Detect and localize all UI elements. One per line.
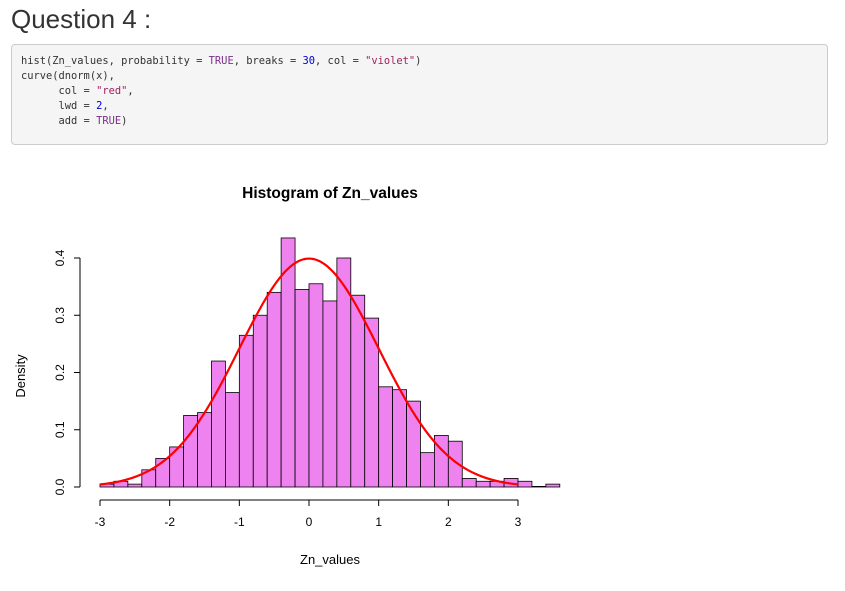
y-tick-label: 0.3 [53,307,67,324]
histogram-bar [545,483,561,488]
code-token: 30 [302,55,316,67]
density-curve [99,257,519,486]
code-token: ) [121,114,128,127]
histogram-bar [322,300,338,488]
code-text: hist(Zn_values, probability = TRUE, brea… [21,54,818,129]
code-block: hist(Zn_values, probability = TRUE, brea… [11,44,828,145]
histogram-chart: Histogram of Zn_values Zn_values Density… [13,185,561,567]
y-axis-label: Density [13,354,28,398]
code-token: 2 [96,99,103,112]
histogram-bar [406,400,421,488]
y-tick-label: 0.2 [53,364,67,381]
code-token: , col = [315,55,366,67]
y-tick-label: 0.1 [53,421,67,438]
code-token: TRUE [96,114,122,127]
histogram-bar [531,485,547,488]
histogram-bar [420,452,435,488]
code-token: ) [415,55,422,67]
y-tick-label: 0.0 [53,478,67,495]
code-line: hist(Zn_values, probability = TRUE, brea… [21,55,421,67]
histogram-bar [308,283,324,488]
histogram-bar [461,478,477,488]
code-token: add = [21,114,97,127]
x-axis-label: Zn_values [300,552,360,567]
x-tick-label: -2 [164,515,175,529]
x-tick-label: 3 [515,515,522,529]
x-tick-label: -3 [95,515,106,529]
section-heading: Question 4 : [11,4,152,34]
y-axis: 0.0 0.1 0.2 0.3 0.4 [53,249,81,495]
code-token: col = [21,84,97,97]
histogram-bar [294,289,310,488]
code-token: , [102,99,109,112]
histogram-bar [127,483,143,488]
code-token: TRUE [208,55,234,67]
code-token: "red" [96,84,128,97]
code-token: "violet" [365,55,416,67]
histogram-bar [224,392,240,488]
histogram-bar [252,314,268,488]
code-line: col = "red", [21,85,134,97]
x-tick-label: 2 [445,515,452,529]
code-token: lwd = [21,99,97,112]
x-tick-label: 1 [375,515,382,529]
histogram-bar [197,412,212,488]
code-token: , [127,84,134,97]
x-tick-label: 0 [306,515,313,529]
histogram-bar [517,480,533,488]
histogram-bar [475,480,491,488]
x-tick-label: -1 [234,515,245,529]
x-axis: -3 -2 -1 0 1 2 3 [95,499,522,529]
code-line: lwd = 2, [21,100,109,112]
histogram-bars [99,237,561,488]
histogram-bar [266,291,282,488]
histogram-bar [350,294,366,488]
histogram-bar [447,440,463,488]
code-token: , breaks = [233,55,303,67]
histogram-bar [378,386,394,488]
code-line: add = TRUE) [21,114,128,127]
histogram-bar [392,389,407,488]
chart-title: Histogram of Zn_values [242,185,418,202]
y-tick-label: 0.4 [53,249,67,266]
code-token: curve(dnorm(x), [21,69,115,82]
code-token: hist(Zn_values, probability = [21,55,209,67]
histogram-bar [238,334,254,488]
code-line: curve(dnorm(x), [21,70,115,82]
